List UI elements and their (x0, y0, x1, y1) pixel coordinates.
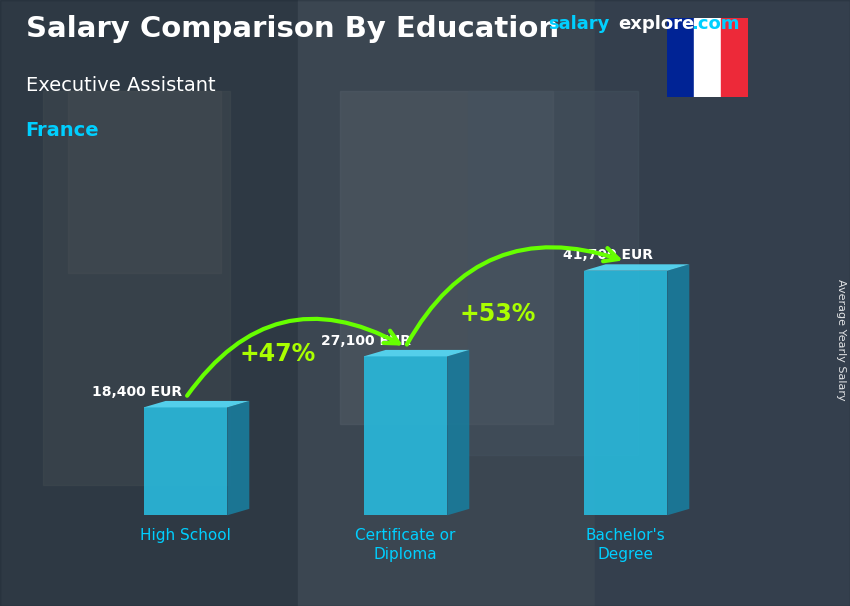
Bar (694, 18, 721, 97)
Text: +47%: +47% (240, 342, 316, 365)
Text: explorer: explorer (618, 15, 703, 33)
Text: Salary Comparison By Education: Salary Comparison By Education (26, 15, 558, 43)
Text: France: France (26, 121, 99, 140)
Polygon shape (227, 401, 249, 515)
Text: 27,100 EUR: 27,100 EUR (321, 333, 411, 348)
Polygon shape (364, 350, 469, 356)
Bar (42, 91, 230, 485)
Polygon shape (144, 407, 227, 515)
Polygon shape (144, 401, 249, 407)
Bar (468, 91, 638, 454)
Text: +53%: +53% (460, 302, 536, 325)
Polygon shape (584, 264, 689, 271)
Bar (721, 18, 748, 97)
Bar (340, 91, 552, 424)
Bar (0, 0, 298, 606)
Text: .com: .com (691, 15, 740, 33)
Bar (298, 0, 595, 606)
Text: salary: salary (548, 15, 609, 33)
Bar (595, 0, 850, 606)
Text: Bachelor's
Degree: Bachelor's Degree (586, 528, 666, 562)
Text: Average Yearly Salary: Average Yearly Salary (836, 279, 846, 400)
Polygon shape (364, 356, 447, 515)
Polygon shape (447, 350, 469, 515)
Text: High School: High School (140, 528, 231, 544)
Polygon shape (667, 264, 689, 515)
Text: Certificate or
Diploma: Certificate or Diploma (355, 528, 456, 562)
Text: 18,400 EUR: 18,400 EUR (92, 385, 182, 399)
Text: 41,700 EUR: 41,700 EUR (563, 248, 653, 262)
Text: Executive Assistant: Executive Assistant (26, 76, 215, 95)
Bar (667, 18, 694, 97)
Polygon shape (584, 271, 667, 515)
Bar (68, 91, 221, 273)
